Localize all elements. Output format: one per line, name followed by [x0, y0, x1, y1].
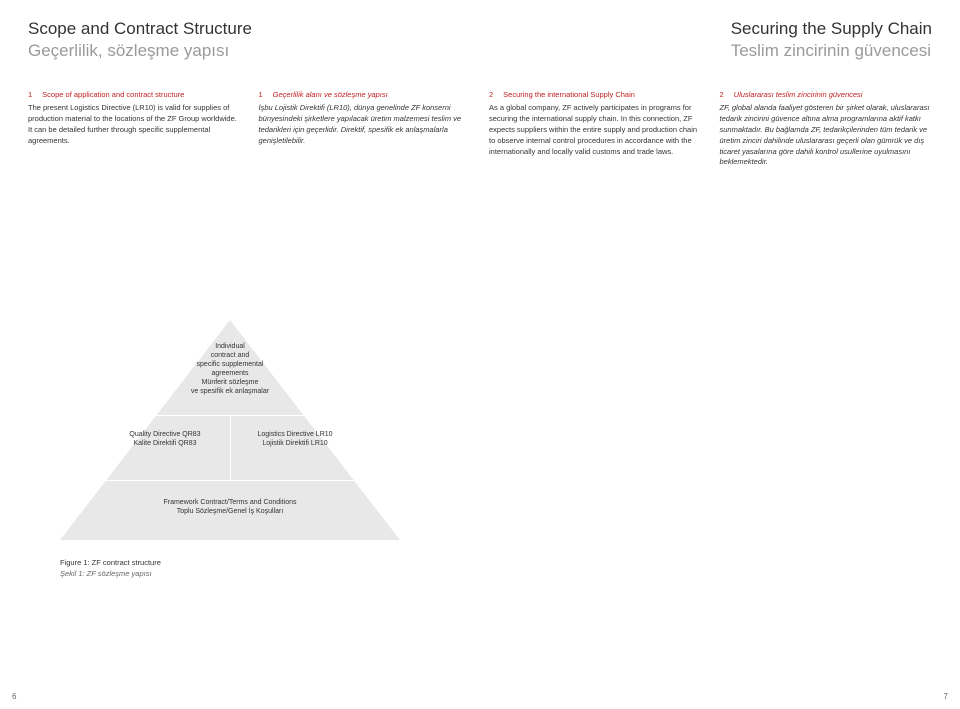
header-left: Scope and Contract Structure Geçerlilik,… — [28, 18, 252, 62]
page-number-left: 6 — [12, 692, 16, 701]
pyramid-mid-left: Quality Directive QR83Kalite Direktifi Q… — [60, 430, 230, 448]
col1-body: The present Logistics Directive (LR10) i… — [28, 103, 241, 147]
col1-num: 1 — [28, 90, 32, 101]
header-right-tr: Teslim zincirinin güvencesi — [731, 40, 932, 62]
col1-title: Scope of application and contract struct… — [42, 90, 240, 101]
pyramid-top-label: Individualcontract andspecific supplemen… — [60, 342, 400, 397]
figure-caption-tr: Şekil 1: ZF sözleşme yapısı — [60, 569, 400, 580]
pyramid-divider-2 — [60, 480, 400, 481]
col3-num: 2 — [489, 90, 493, 101]
col4-num: 2 — [720, 90, 724, 101]
page-headers: Scope and Contract Structure Geçerlilik,… — [28, 18, 932, 62]
pyramid-bottom-label: Framework Contract/Terms and ConditionsT… — [60, 498, 400, 516]
pyramid-diagram: Individualcontract andspecific supplemen… — [60, 320, 400, 540]
column-3: 2 Securing the international Supply Chai… — [489, 90, 702, 168]
col3-body: As a global company, ZF actively partici… — [489, 103, 702, 157]
col2-body: İşbu Lojistik Direktifi (LR10), dünya ge… — [259, 103, 472, 147]
page-number-right: 7 — [944, 692, 948, 701]
figure-caption-en: Figure 1: ZF contract structure — [60, 558, 400, 569]
pyramid-mid-right: Logistics Directive LR10Lojistik Direkti… — [230, 430, 400, 448]
column-2: 1 Geçerlilik alanı ve sözleşme yapısı İş… — [259, 90, 472, 168]
col4-body: ZF, global alanda faaliyet gösteren bir … — [720, 103, 933, 168]
header-right-en: Securing the Supply Chain — [731, 18, 932, 40]
col2-title: Geçerlilik alanı ve sözleşme yapısı — [273, 90, 471, 101]
col2-num: 1 — [259, 90, 263, 101]
pyramid-figure: Individualcontract andspecific supplemen… — [60, 320, 400, 579]
col3-title: Securing the international Supply Chain — [503, 90, 701, 101]
column-1: 1 Scope of application and contract stru… — [28, 90, 241, 168]
column-4: 2 Uluslararası teslim zincirinin güvence… — [720, 90, 933, 168]
header-right: Securing the Supply Chain Teslim zinciri… — [731, 18, 932, 62]
pyramid-mid-row: Quality Directive QR83Kalite Direktifi Q… — [60, 430, 400, 448]
header-left-en: Scope and Contract Structure — [28, 18, 252, 40]
header-left-tr: Geçerlilik, sözleşme yapısı — [28, 40, 252, 62]
body-columns: 1 Scope of application and contract stru… — [28, 90, 932, 168]
figure-caption: Figure 1: ZF contract structure Şekil 1:… — [60, 558, 400, 579]
col4-title: Uluslararası teslim zincirinin güvencesi — [734, 90, 932, 101]
